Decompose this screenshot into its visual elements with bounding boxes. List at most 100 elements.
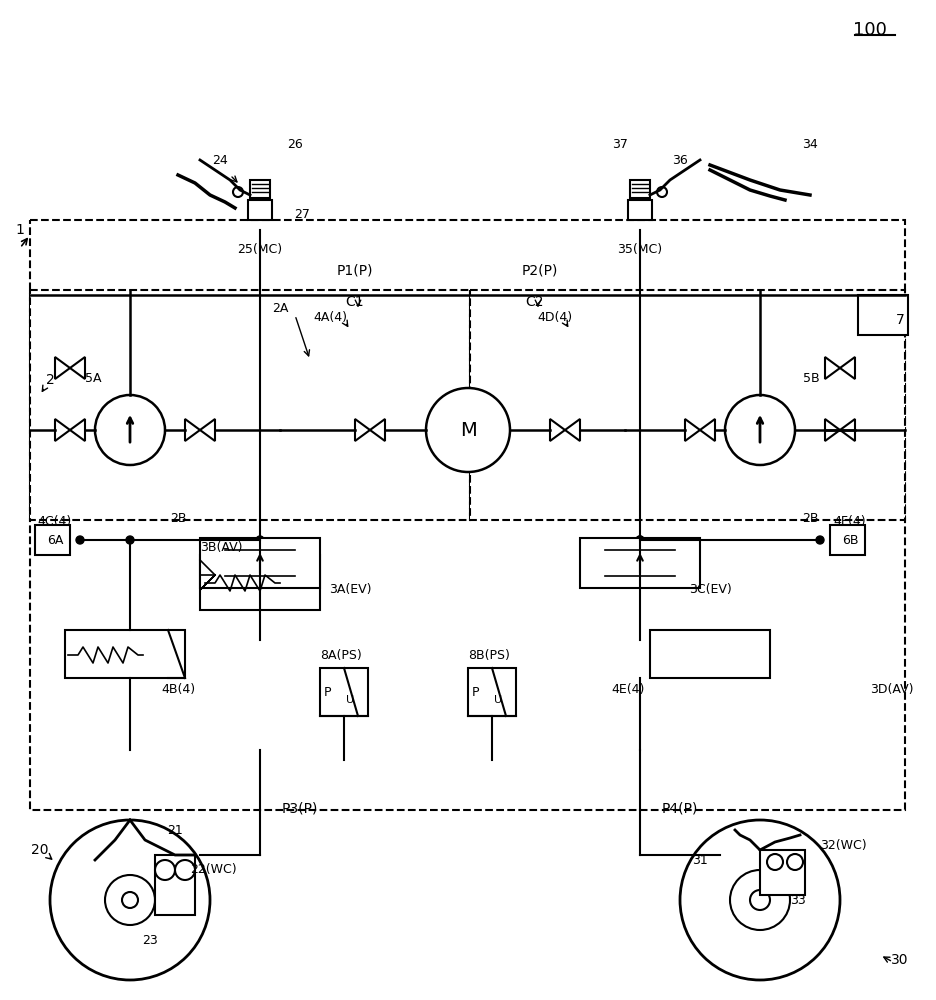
Polygon shape [700,419,715,441]
Text: 34: 34 [802,138,818,151]
Text: P4(P): P4(P) [662,801,698,815]
Bar [248,200,272,220]
Text: 21: 21 [168,824,183,836]
Polygon shape [840,357,855,379]
Bar [200,555,320,610]
Bar [630,180,650,198]
Text: P: P [472,686,479,698]
Text: 36: 36 [672,153,688,166]
Text: 2B: 2B [802,512,818,524]
Text: 4B(4): 4B(4) [161,684,195,696]
Bar [858,295,908,335]
Circle shape [233,187,243,197]
Circle shape [122,892,138,908]
Text: 30: 30 [891,953,909,967]
Bar [250,180,270,198]
Bar [30,220,905,810]
Polygon shape [70,419,85,441]
Text: U: U [346,695,354,705]
Text: 4C(4): 4C(4) [37,516,72,528]
Text: 2A: 2A [271,302,288,314]
Text: M: M [460,420,476,440]
Bar [470,290,905,520]
Circle shape [767,854,783,870]
Circle shape [175,860,195,880]
Circle shape [816,536,824,544]
Bar [65,630,185,678]
Text: 4F(4): 4F(4) [834,516,867,528]
Polygon shape [565,419,580,441]
Text: 4D(4): 4D(4) [537,312,573,324]
Text: 27: 27 [294,209,310,222]
Circle shape [256,536,264,544]
Circle shape [155,860,175,880]
Bar [30,290,470,520]
Text: 32(WC): 32(WC) [820,838,867,852]
Bar [650,630,770,678]
Text: 23: 23 [142,934,158,946]
Bar [200,538,320,588]
Polygon shape [55,357,70,379]
Text: 25(MC): 25(MC) [238,243,283,256]
Circle shape [50,820,210,980]
Polygon shape [185,419,200,441]
Text: 5A: 5A [85,371,101,384]
Bar [830,525,865,555]
Text: 8B(PS): 8B(PS) [468,648,510,662]
Text: 37: 37 [612,138,628,151]
Text: U: U [494,695,502,705]
Text: 22(WC): 22(WC) [190,863,237,876]
Text: 8A(PS): 8A(PS) [320,648,361,662]
Text: 2B: 2B [169,512,186,524]
Polygon shape [370,419,385,441]
Bar [468,668,516,716]
Text: 4E(4): 4E(4) [611,684,645,696]
Polygon shape [825,419,840,441]
Text: 35(MC): 35(MC) [618,243,663,256]
Circle shape [787,854,803,870]
Bar [580,538,700,588]
Circle shape [636,536,644,544]
Bar [320,668,368,716]
Text: 3D(AV): 3D(AV) [870,684,914,696]
Polygon shape [200,419,215,441]
Circle shape [636,536,644,544]
Circle shape [95,395,165,465]
Text: 33: 33 [790,894,806,906]
Bar [760,850,805,895]
Circle shape [105,875,155,925]
Circle shape [76,536,84,544]
Circle shape [680,820,840,980]
Text: 5B: 5B [803,371,820,384]
Circle shape [730,870,790,930]
Text: 2: 2 [46,373,54,387]
Text: C2: C2 [525,295,544,309]
Bar [35,525,70,555]
Circle shape [725,395,795,465]
Polygon shape [355,419,370,441]
Text: 3C(EV): 3C(EV) [689,584,731,596]
Text: 7: 7 [896,313,904,327]
Text: 31: 31 [692,854,708,866]
Bar [628,200,652,220]
Text: P: P [324,686,331,698]
Polygon shape [825,357,840,379]
Polygon shape [840,419,855,441]
Text: C1: C1 [345,295,363,309]
Text: 4A(4): 4A(4) [313,312,347,324]
Text: P2(P): P2(P) [521,263,558,277]
Polygon shape [70,357,85,379]
Polygon shape [550,419,565,441]
Text: 20: 20 [31,843,49,857]
Polygon shape [685,419,700,441]
Text: 1: 1 [16,223,24,237]
Text: 26: 26 [287,138,303,151]
Text: P1(P): P1(P) [337,263,373,277]
Circle shape [750,890,770,910]
Polygon shape [55,419,70,441]
Text: 3A(EV): 3A(EV) [329,584,372,596]
Bar [155,855,195,915]
Text: 3B(AV): 3B(AV) [200,542,242,554]
Text: P3(P): P3(P) [282,801,318,815]
Text: 24: 24 [212,153,227,166]
